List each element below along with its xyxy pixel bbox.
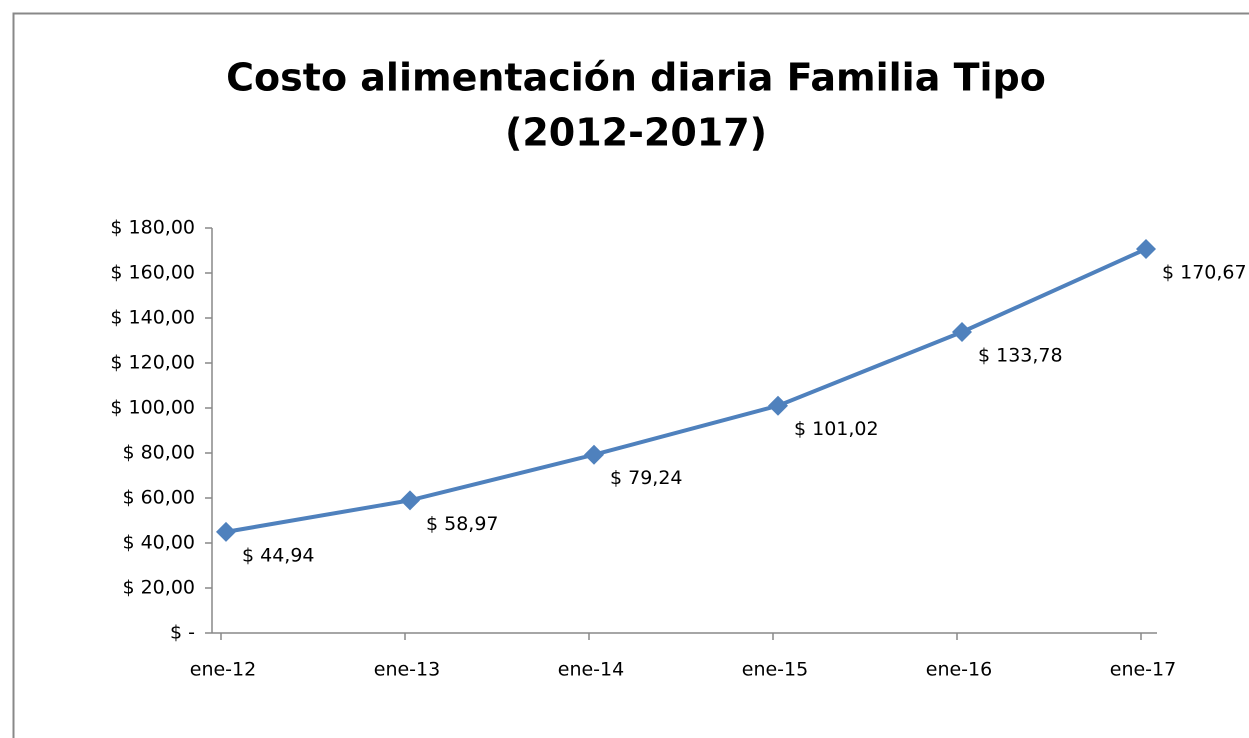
chart-title: (2012-2017) — [505, 111, 767, 155]
y-tick-label: $ 160,00 — [110, 262, 195, 284]
data-label: $ 101,02 — [794, 418, 879, 440]
chart-border — [12, 12, 1249, 738]
data-label: $ 79,24 — [610, 467, 683, 489]
x-tick-label: ene-13 — [374, 659, 440, 681]
x-tick-label: ene-12 — [190, 659, 256, 681]
marker — [216, 521, 236, 542]
x-tick-label: ene-14 — [558, 659, 624, 681]
y-tick-label: $ 180,00 — [110, 217, 195, 239]
x-tick-label: ene-17 — [1110, 659, 1176, 681]
marker — [1136, 238, 1156, 259]
y-tick-label: $ 120,00 — [110, 352, 195, 374]
y-tick-label: $ 140,00 — [110, 307, 195, 329]
y-tick-label: $ 80,00 — [122, 442, 195, 464]
data-label: $ 44,94 — [242, 544, 315, 566]
marker — [584, 444, 604, 465]
y-tick-label: $ 100,00 — [110, 397, 195, 419]
chart-title: Costo alimentación diaria Familia Tipo — [226, 56, 1046, 100]
x-tick-label: ene-16 — [926, 659, 992, 681]
data-label: $ 170,67 — [1162, 261, 1247, 283]
y-tick-label: $ 20,00 — [122, 577, 195, 599]
x-tick-label: ene-15 — [742, 659, 808, 681]
series-line — [225, 247, 1147, 534]
y-tick-label: $ - — [170, 622, 195, 644]
data-label: $ 58,97 — [426, 513, 499, 535]
y-tick-label: $ 60,00 — [122, 487, 195, 509]
y-tick-label: $ 40,00 — [122, 532, 195, 554]
data-label: $ 133,78 — [978, 344, 1063, 366]
marker — [952, 321, 972, 342]
marker — [768, 395, 788, 416]
marker — [400, 490, 420, 511]
